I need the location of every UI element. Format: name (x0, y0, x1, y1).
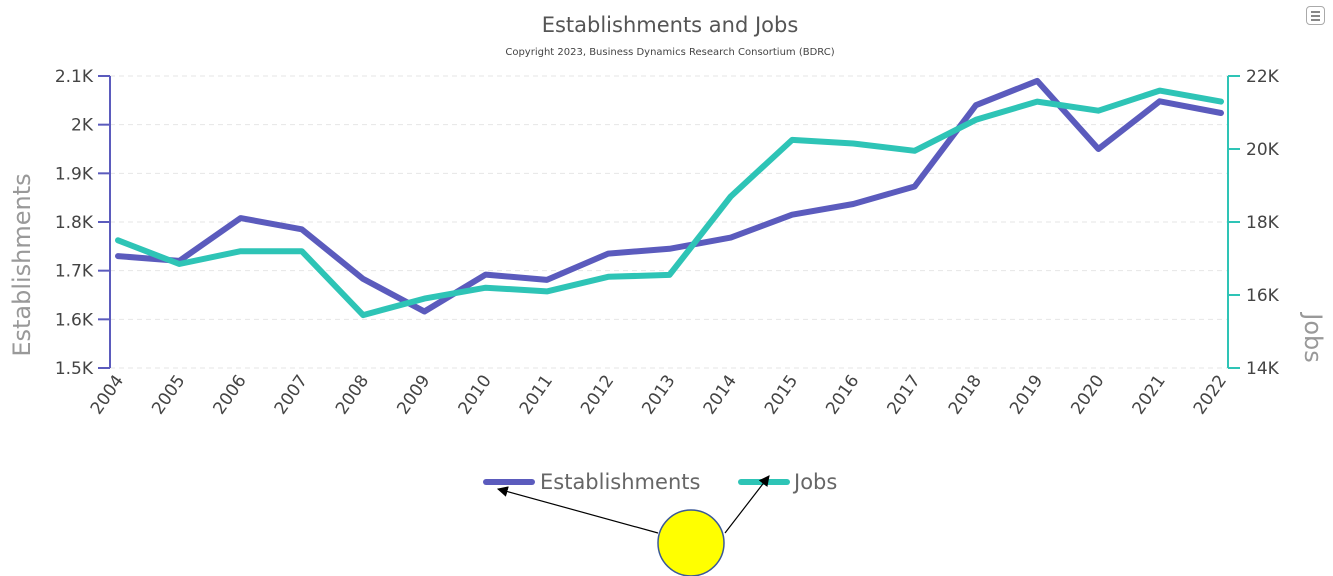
legend-item-establishments[interactable]: Establishments (483, 470, 700, 494)
x-tick-label: 2016 (822, 371, 863, 418)
series-line-establishments[interactable] (115, 77, 1224, 315)
y-left-tick-label: 1.9K (55, 164, 94, 184)
y-right-tick-label: 16K (1246, 286, 1280, 306)
x-tick-label: 2012 (577, 371, 618, 418)
x-tick-label: 2009 (393, 371, 434, 418)
y-left-tick-label: 2K (71, 116, 94, 136)
x-tick-label: 2005 (148, 371, 189, 418)
x-tick-label: 2010 (455, 371, 496, 418)
y-left-tick-label: 2.1K (55, 67, 94, 87)
legend-item-jobs[interactable]: Jobs (738, 470, 837, 494)
x-tick-label: 2006 (209, 371, 250, 418)
series-lines (115, 77, 1224, 319)
callout-arrow-right (724, 475, 770, 534)
annotation-callout (496, 475, 770, 576)
x-tick-label: 2008 (332, 371, 373, 418)
callout-circle (657, 509, 725, 576)
y-left-tick-label: 1.8K (55, 213, 94, 233)
y-right-tick-label: 20K (1246, 140, 1280, 160)
x-tick-label: 2015 (761, 371, 802, 418)
y-right-tick-label: 18K (1246, 213, 1280, 233)
y-axis-right-title: Jobs (1299, 311, 1327, 363)
x-tick-label: 2013 (638, 371, 679, 418)
x-tick-label: 2022 (1190, 371, 1231, 418)
x-tick-label: 2019 (1006, 371, 1047, 418)
x-tick-label: 2004 (87, 371, 128, 418)
axes: 1.5K 1.6K 1.7K 1.8K 1.9K 2K 2.1K 14K 16K 18K 20K 22… (55, 67, 1280, 418)
hamburger-menu-icon[interactable] (1306, 6, 1325, 25)
y-left-tick-label: 1.7K (55, 262, 94, 282)
legend: Establishments Jobs (483, 470, 837, 494)
y-axis-left-title: Establishments (8, 173, 36, 356)
x-tick-label: 2020 (1067, 371, 1108, 418)
x-tick-label: 2017 (884, 371, 925, 418)
x-tick-label: 2011 (516, 371, 557, 418)
legend-label-establishments: Establishments (540, 470, 700, 494)
chart-subtitle: Copyright 2023, Business Dynamics Resear… (505, 47, 834, 58)
legend-label-jobs: Jobs (792, 470, 837, 494)
x-tick-label: 2014 (700, 371, 741, 418)
x-tick-label: 2018 (945, 371, 986, 418)
series-line-jobs[interactable] (115, 87, 1224, 319)
callout-arrow-left (496, 486, 659, 534)
x-tick-label: 2021 (1129, 371, 1170, 418)
gridlines (110, 75, 1228, 369)
y-left-tick-label: 1.6K (55, 310, 94, 330)
y-right-tick-label: 14K (1246, 359, 1280, 379)
y-right-tick-label: 22K (1246, 67, 1280, 87)
chart-title: Establishments and Jobs (542, 13, 799, 37)
x-tick-label: 2007 (271, 371, 312, 418)
y-left-tick-label: 1.5K (55, 359, 94, 379)
